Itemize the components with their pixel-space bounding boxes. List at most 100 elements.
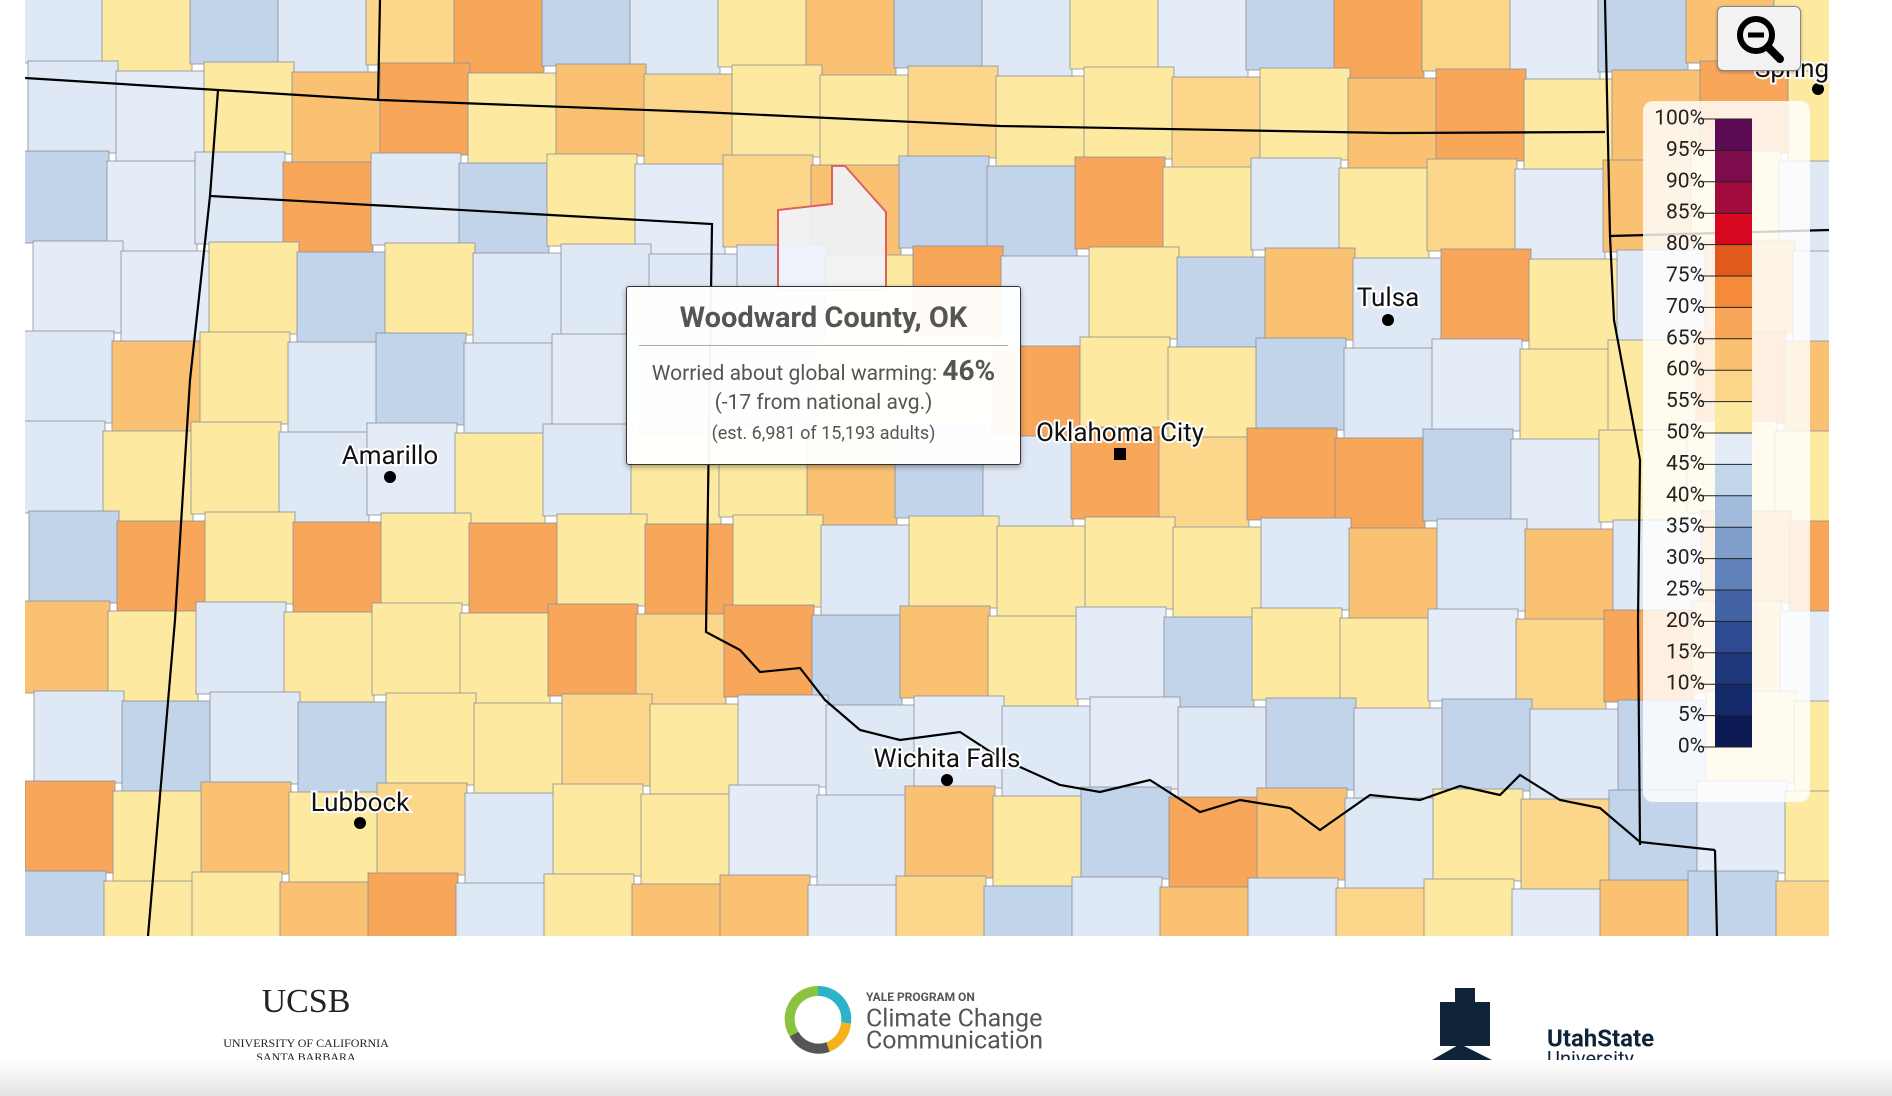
- county: [1597, 0, 1689, 73]
- city-markers: [354, 83, 1824, 829]
- county: [983, 885, 1075, 936]
- county: [643, 73, 735, 167]
- city-label: Lubbock: [311, 788, 410, 818]
- county: [1421, 0, 1513, 72]
- county: [1084, 516, 1176, 610]
- legend-label: 60%: [1666, 358, 1705, 382]
- county: [1520, 798, 1612, 892]
- county: [1075, 606, 1167, 700]
- legend-label: 65%: [1666, 326, 1705, 350]
- county: [200, 781, 292, 875]
- yale-text: Communication: [866, 1027, 1043, 1056]
- county: [458, 162, 550, 256]
- county: [995, 75, 1087, 169]
- county: [820, 524, 912, 618]
- county: [1876, 62, 1892, 154]
- county: [717, 0, 809, 68]
- county: [635, 613, 727, 707]
- county: [297, 701, 389, 795]
- county: [385, 692, 477, 786]
- county: [904, 785, 996, 879]
- county: [1172, 526, 1264, 620]
- county: [283, 611, 375, 705]
- county: [116, 520, 208, 614]
- county: [1088, 246, 1180, 340]
- ucsb-sub: UNIVERSITY OF CALIFORNIA: [223, 1036, 389, 1050]
- divider: [639, 345, 1008, 346]
- county: [807, 884, 899, 936]
- county: [1775, 880, 1829, 936]
- county: [1432, 788, 1524, 882]
- county: [1259, 67, 1351, 161]
- legend-label: 55%: [1666, 389, 1705, 413]
- county: [1070, 426, 1162, 520]
- county: [542, 423, 634, 517]
- legend-label: 35%: [1666, 515, 1705, 539]
- county: [543, 873, 635, 936]
- county: [1074, 156, 1166, 250]
- county: [282, 161, 374, 255]
- county: [1177, 706, 1269, 800]
- county: [1089, 696, 1181, 790]
- county: [453, 0, 545, 76]
- county: [27, 60, 119, 154]
- tooltip: Woodward County, OK Worried about global…: [626, 286, 1021, 465]
- county: [25, 780, 116, 874]
- county: [913, 695, 1005, 789]
- ucsb-logo: UCSB: [262, 983, 351, 1020]
- county: [1529, 708, 1621, 802]
- county: [1348, 527, 1440, 621]
- ucsb-sub: SANTA BARBARA: [256, 1050, 356, 1060]
- county: [467, 72, 559, 166]
- county: [981, 0, 1073, 79]
- county: [1264, 247, 1356, 341]
- county: [25, 150, 110, 244]
- county: [376, 782, 468, 876]
- county: [1877, 512, 1892, 604]
- county: [907, 65, 999, 159]
- county: [816, 794, 908, 888]
- legend-label: 0%: [1678, 735, 1705, 759]
- legend-label: 40%: [1666, 483, 1705, 507]
- legend-label: 20%: [1666, 609, 1705, 633]
- county: [468, 522, 560, 616]
- county: [1167, 346, 1259, 440]
- county: [1519, 348, 1611, 442]
- legend-swatch: [1715, 338, 1752, 371]
- county: [365, 0, 457, 66]
- county: [634, 163, 726, 257]
- yale-mark: [784, 985, 852, 1054]
- county: [737, 694, 829, 788]
- county: [1873, 782, 1892, 874]
- comparison: (-17 from national avg.): [714, 391, 933, 415]
- legend-label: 85%: [1666, 201, 1705, 225]
- county: [1333, 0, 1425, 81]
- legend-swatch: [1715, 590, 1752, 622]
- county: [1245, 0, 1337, 71]
- utah-text: University: [1547, 1046, 1635, 1060]
- county: [1872, 332, 1892, 424]
- county: [291, 71, 383, 165]
- zoom-out-button[interactable]: [1717, 6, 1801, 71]
- county: [208, 241, 300, 335]
- county: [805, 0, 897, 78]
- county: [546, 153, 638, 247]
- metric-value: 46%: [942, 354, 996, 387]
- legend-label: 30%: [1666, 546, 1705, 570]
- county: [455, 882, 547, 936]
- county: [379, 62, 471, 156]
- county: [279, 881, 371, 936]
- county: [288, 791, 380, 885]
- county: [640, 793, 732, 887]
- zoom-icon: [1737, 16, 1784, 63]
- county: [112, 790, 204, 884]
- county: [1339, 617, 1431, 711]
- county: [380, 512, 472, 606]
- county: [204, 511, 296, 605]
- map: Amarillo Oklahoma City Tulsa Lubbock Wic…: [25, 0, 1892, 936]
- county: [1159, 886, 1251, 936]
- legend-swatch: [1715, 213, 1752, 246]
- legend-label: 25%: [1666, 578, 1705, 602]
- county: [25, 870, 107, 936]
- county: [728, 784, 820, 878]
